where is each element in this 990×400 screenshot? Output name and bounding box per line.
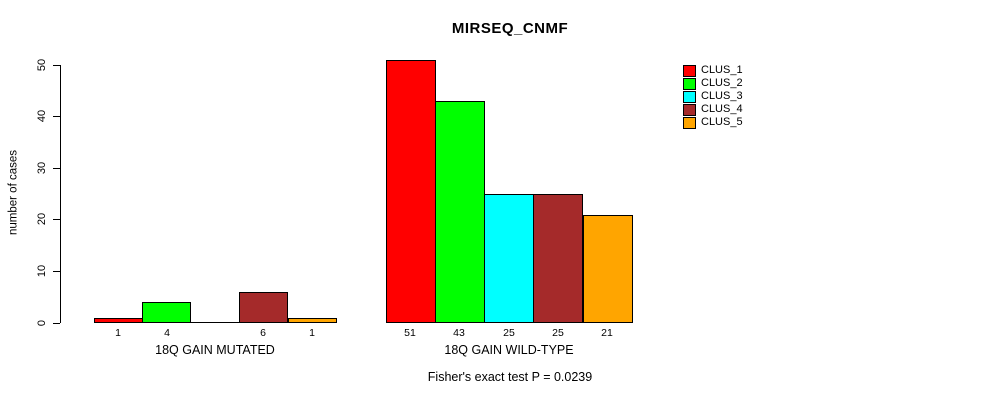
bar-clus_1 <box>94 318 143 323</box>
legend-label: CLUS_5 <box>701 116 743 128</box>
bar-clus_1 <box>386 60 436 323</box>
y-axis-tick <box>53 323 60 324</box>
fisher-test-caption: Fisher's exact test P = 0.0239 <box>427 370 593 384</box>
y-axis-tick-label: 50 <box>36 58 48 72</box>
y-axis-tick <box>53 65 60 66</box>
bar-clus_3-zero <box>191 322 240 323</box>
bar-value-label: 25 <box>552 327 564 339</box>
y-axis-tick-label: 40 <box>36 109 48 123</box>
bar-value-label: 43 <box>453 327 465 339</box>
legend-swatch <box>683 116 696 129</box>
legend-item: CLUS_3 <box>683 90 743 103</box>
legend-swatch <box>683 90 696 103</box>
bar-clus_2 <box>142 302 191 323</box>
x-group-label: 18Q GAIN MUTATED <box>155 343 275 357</box>
legend-swatch <box>683 64 696 77</box>
legend-swatch <box>683 103 696 116</box>
x-group-label: 18Q GAIN WILD-TYPE <box>444 343 574 357</box>
y-axis-tick-label: 10 <box>36 264 48 278</box>
legend-swatch <box>683 77 696 90</box>
y-axis-label: number of cases <box>7 150 20 236</box>
bar-value-label: 6 <box>260 327 266 339</box>
legend-item: CLUS_2 <box>683 77 743 90</box>
y-axis-tick-label: 20 <box>36 212 48 226</box>
legend-label: CLUS_1 <box>701 64 743 76</box>
bar-clus_5 <box>288 318 337 323</box>
bar-clus_5 <box>583 215 633 323</box>
y-axis-tick <box>53 116 60 117</box>
y-axis-tick <box>53 168 60 169</box>
y-axis-line <box>60 65 61 323</box>
legend-item: CLUS_1 <box>683 64 743 77</box>
chart-title: MIRSEQ_CNMF <box>451 20 569 37</box>
bar-value-label: 25 <box>503 327 515 339</box>
legend: CLUS_1 CLUS_2 CLUS_3 CLUS_4 CLUS_5 <box>683 64 743 129</box>
legend-label: CLUS_4 <box>701 103 743 115</box>
bar-value-label: 1 <box>309 327 315 339</box>
bar-clus_4 <box>533 194 583 323</box>
y-axis-tick <box>53 271 60 272</box>
legend-label: CLUS_3 <box>701 90 743 102</box>
legend-item: CLUS_4 <box>683 103 743 116</box>
y-axis-tick-label: 0 <box>36 319 48 327</box>
bar-clus_3 <box>484 194 534 323</box>
bar-value-label: 51 <box>404 327 416 339</box>
bar-value-label: 1 <box>115 327 121 339</box>
legend-label: CLUS_2 <box>701 77 743 89</box>
bar-value-label: 21 <box>601 327 613 339</box>
y-axis-tick <box>53 219 60 220</box>
bar-clus_4 <box>239 292 288 323</box>
legend-item: CLUS_5 <box>683 116 743 129</box>
y-axis-tick-label: 30 <box>36 161 48 175</box>
bar-clus_2 <box>435 101 485 323</box>
bar-value-label: 4 <box>164 327 170 339</box>
